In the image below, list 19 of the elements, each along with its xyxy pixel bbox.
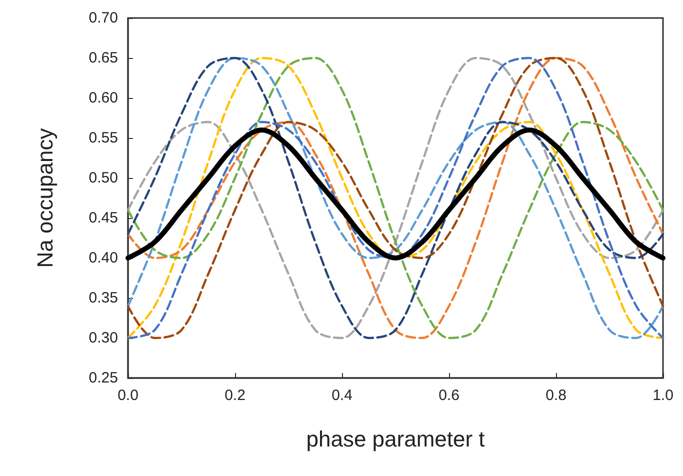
y-tick-label: 0.45 <box>88 210 118 226</box>
x-tick-label: 1.0 <box>652 387 674 404</box>
y-tick-label: 0.65 <box>88 50 118 66</box>
y-tick-label: 0.60 <box>88 90 118 106</box>
x-axis-title: phase parameter t <box>306 426 485 452</box>
y-axis-title: Na occupancy <box>32 128 58 268</box>
x-tick-label: 0.0 <box>118 387 138 404</box>
x-tick-label: 0.2 <box>224 387 246 404</box>
y-tick-label: 0.50 <box>88 170 118 186</box>
x-tick-label: 0.6 <box>438 387 460 404</box>
y-tick-label: 0.25 <box>88 370 118 386</box>
y-tick-label: 0.35 <box>88 290 118 306</box>
y-tick-label: 0.30 <box>88 330 118 346</box>
y-tick-label: 0.40 <box>88 250 118 266</box>
x-tick-label: 0.8 <box>546 387 566 404</box>
y-tick-label: 0.70 <box>88 10 118 26</box>
x-tick-label: 0.4 <box>332 387 352 404</box>
line-series <box>126 56 664 340</box>
y-tick-label: 0.55 <box>88 130 118 146</box>
